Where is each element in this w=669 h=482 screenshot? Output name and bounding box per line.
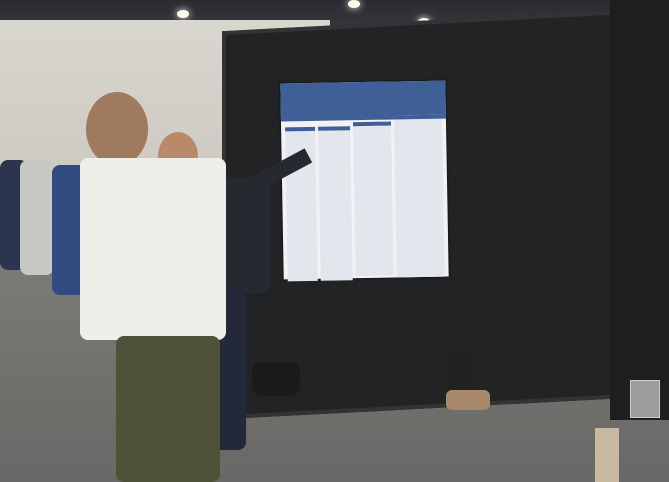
research-poster bbox=[280, 80, 449, 282]
shoes bbox=[446, 390, 490, 410]
poster-panel bbox=[352, 121, 394, 277]
adjacent-poster-board bbox=[610, 0, 669, 420]
viewer-head bbox=[86, 92, 148, 166]
bag bbox=[252, 362, 300, 396]
tube bbox=[595, 428, 619, 482]
ceiling-light bbox=[348, 0, 360, 8]
viewer-shirt bbox=[80, 158, 226, 340]
attendee bbox=[20, 160, 54, 275]
cup bbox=[630, 380, 660, 418]
viewer-trousers bbox=[116, 336, 220, 482]
ceiling-light bbox=[177, 10, 189, 18]
poster-panel bbox=[393, 114, 445, 278]
poster-panel bbox=[318, 126, 353, 281]
person-legs bbox=[445, 352, 473, 392]
